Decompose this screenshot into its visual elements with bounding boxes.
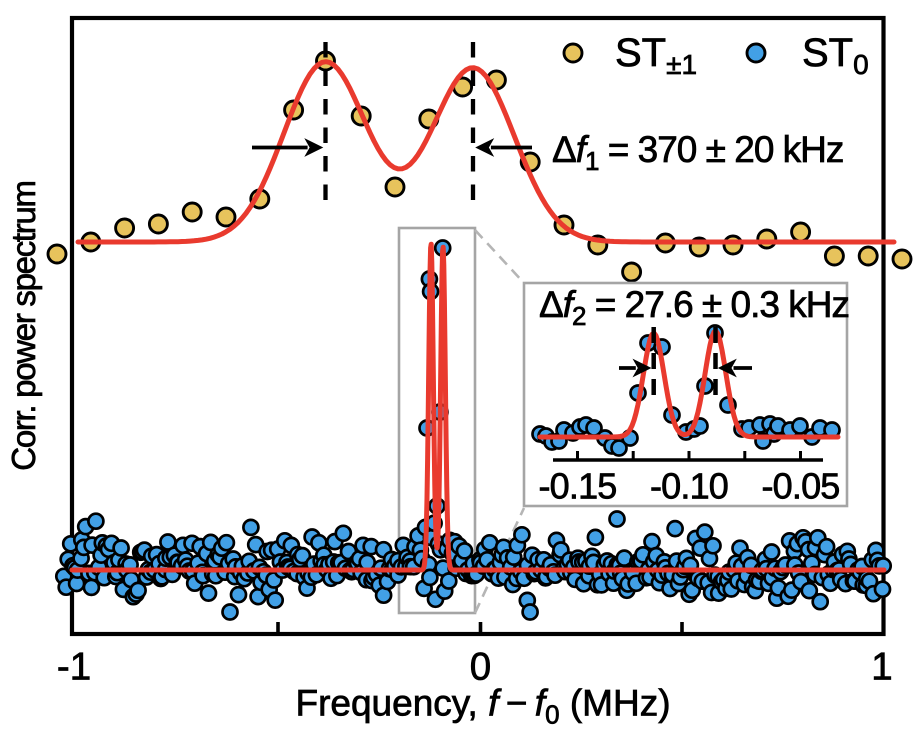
svg-text:0: 0	[470, 646, 491, 689]
svg-text:Frequency, f − f0 (MHz): Frequency, f − f0 (MHz)	[295, 683, 670, 730]
svg-text:-1: -1	[57, 646, 91, 689]
svg-text:1: 1	[871, 646, 892, 689]
svg-text:Δf1 = 370 ± 20 kHz: Δf1 = 370 ± 20 kHz	[552, 129, 843, 176]
svg-text:Δf2 = 27.6 ± 0.3 kHz: Δf2 = 27.6 ± 0.3 kHz	[539, 284, 849, 331]
svg-text:Corr. power spectrum: Corr. power spectrum	[5, 181, 42, 470]
svg-text:-0.15: -0.15	[538, 466, 616, 507]
svg-text:-0.05: -0.05	[761, 466, 839, 507]
svg-text:-0.10: -0.10	[650, 466, 728, 507]
